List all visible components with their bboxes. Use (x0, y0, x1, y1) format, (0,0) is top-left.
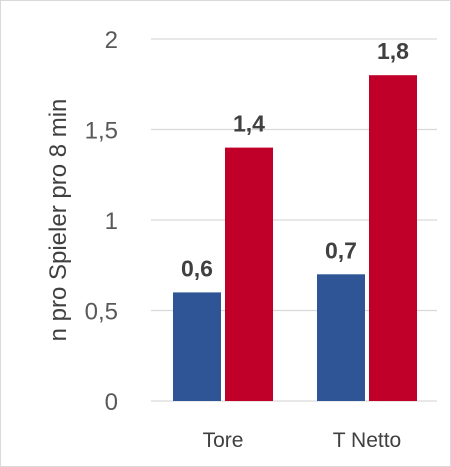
data-label: 1,4 (233, 111, 265, 137)
data-label: 0,6 (181, 255, 213, 281)
y-axis-ticks: 0 0,5 1 1,5 2 (85, 27, 118, 416)
y-tick-label: 0 (105, 389, 118, 416)
y-tick-label: 0,5 (85, 299, 118, 326)
y-tick-label: 2 (105, 27, 118, 54)
bar (317, 274, 365, 401)
y-axis-title: n pro Spieler pro 8 min (45, 99, 72, 342)
x-axis-categories: Tore T Netto (203, 429, 402, 452)
data-label: 0,7 (325, 237, 357, 263)
x-category-label: T Netto (333, 429, 401, 452)
y-tick-label: 1,5 (85, 118, 118, 145)
data-label: 1,8 (377, 38, 409, 64)
bar (369, 75, 417, 401)
y-tick-label: 1 (105, 208, 118, 235)
x-category-label: Tore (203, 429, 244, 452)
bars (173, 75, 417, 401)
bar (225, 148, 273, 401)
bar (173, 292, 221, 401)
